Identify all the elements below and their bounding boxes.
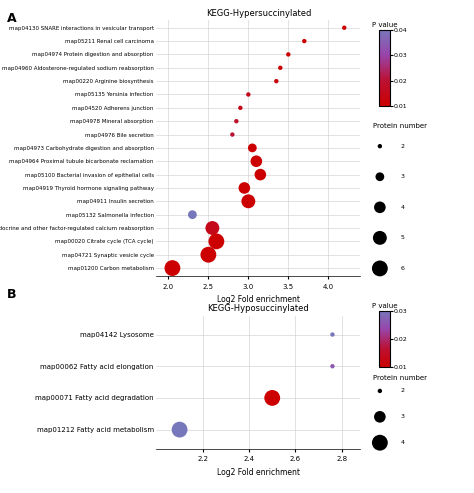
Point	[268, 394, 276, 402]
Text: Protein number: Protein number	[373, 375, 427, 381]
Point	[245, 91, 252, 99]
Title: KEGG-Hypersuccinylated: KEGG-Hypersuccinylated	[206, 8, 311, 18]
Point	[256, 171, 264, 178]
Point	[276, 64, 284, 72]
Text: B: B	[7, 288, 17, 301]
Text: 3: 3	[401, 414, 405, 420]
Point	[233, 117, 240, 125]
Text: Protein number: Protein number	[373, 123, 427, 129]
Point	[176, 425, 183, 433]
Point	[228, 131, 236, 139]
Point	[240, 184, 248, 192]
Point	[328, 331, 336, 339]
Point	[248, 144, 256, 152]
Point	[237, 104, 244, 112]
X-axis label: Log2 Fold enrichment: Log2 Fold enrichment	[217, 468, 300, 477]
Text: 2: 2	[401, 388, 405, 393]
Point	[205, 251, 212, 259]
Point	[284, 50, 292, 58]
X-axis label: Log2 Fold enrichment: Log2 Fold enrichment	[217, 295, 300, 304]
Point	[245, 197, 252, 205]
Text: 4: 4	[401, 205, 405, 210]
Point	[301, 37, 308, 45]
Point	[189, 211, 196, 218]
Point	[169, 264, 176, 272]
Text: A: A	[7, 12, 17, 25]
Point	[253, 157, 260, 165]
Title: KEGG-Hyposuccinylated: KEGG-Hyposuccinylated	[208, 304, 309, 314]
Point	[328, 362, 336, 370]
Point	[212, 238, 220, 246]
Point	[273, 77, 280, 85]
Text: 6: 6	[401, 266, 405, 271]
Point	[209, 224, 216, 232]
Text: 2: 2	[401, 143, 405, 149]
Point	[340, 24, 348, 32]
Text: 4: 4	[401, 440, 405, 445]
Text: 5: 5	[401, 235, 405, 241]
Text: 3: 3	[401, 174, 405, 179]
Title: P value: P value	[372, 303, 397, 309]
Title: P value: P value	[372, 22, 397, 28]
